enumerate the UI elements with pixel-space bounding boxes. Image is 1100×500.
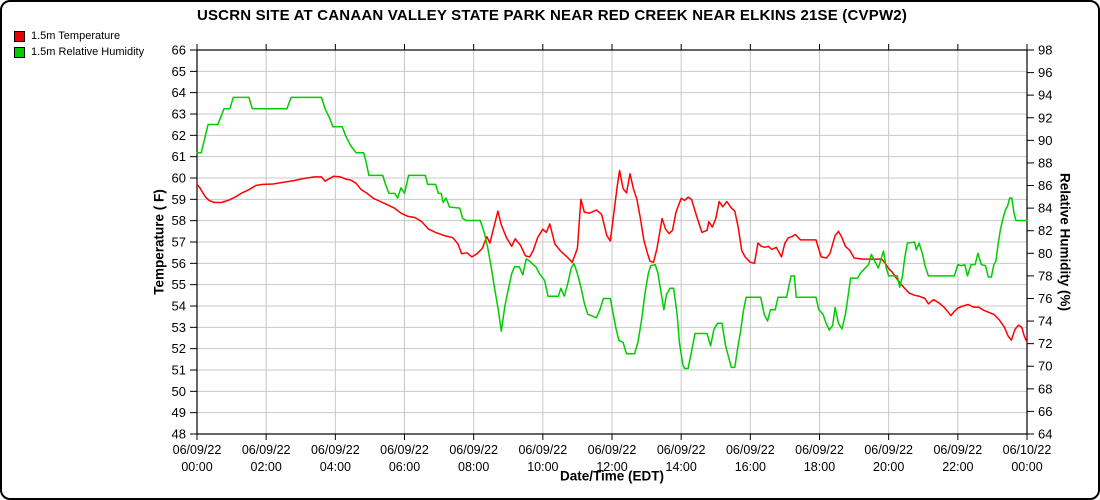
tick-label: 74 (1038, 314, 1052, 329)
tick-label: 68 (1038, 381, 1052, 396)
tick-label: 90 (1038, 133, 1052, 148)
legend-item-humidity: 1.5m Relative Humidity (14, 44, 144, 60)
tick-label: 12:00 (596, 460, 627, 474)
tick-label: 76 (1038, 291, 1052, 306)
tick-label: 58 (172, 213, 186, 228)
tick-label: 06/09/22 (173, 443, 222, 457)
tick-label: 48 (172, 427, 186, 442)
tick-label: 06/09/22 (242, 443, 291, 457)
legend-label-humidity: 1.5m Relative Humidity (31, 46, 145, 58)
tick-label: 06/09/22 (380, 443, 429, 457)
tick-label: 57 (172, 235, 186, 250)
tick-label: 70 (1038, 359, 1052, 374)
tick-label: 94 (1038, 88, 1052, 103)
tick-label: 00:00 (181, 460, 212, 474)
legend: 1.5m Temperature 1.5m Relative Humidity (14, 28, 144, 60)
tick-label: 06/09/22 (588, 443, 637, 457)
tick-label: 62 (172, 128, 186, 143)
tick-label: 04:00 (320, 460, 351, 474)
tick-label: 00:00 (1011, 460, 1042, 474)
tick-label: 55 (172, 277, 186, 292)
legend-label-temperature: 1.5m Temperature (31, 30, 121, 42)
tick-label: 65 (172, 64, 186, 79)
tick-label: 06/09/22 (726, 443, 775, 457)
tick-label: 66 (1038, 404, 1052, 419)
humidity-line (196, 96, 1028, 370)
tick-label: 72 (1038, 336, 1052, 351)
tick-label: 52 (172, 341, 186, 356)
humidity-legend-swatch-icon (14, 46, 25, 58)
tick-label: 18:00 (804, 460, 835, 474)
tick-label: 06/09/22 (518, 443, 567, 457)
tick-label: 80 (1038, 246, 1052, 261)
tick-label: 06/09/22 (795, 443, 844, 457)
tick-label: 06/09/22 (933, 443, 982, 457)
tick-label: 49 (172, 405, 186, 420)
tick-label: 66 (172, 43, 186, 58)
tick-label: 98 (1038, 43, 1052, 58)
tick-label: 06/10/22 (1003, 443, 1052, 457)
tick-label: 64 (1038, 427, 1052, 442)
tick-label: 06/09/22 (657, 443, 706, 457)
tick-label: 53 (172, 320, 186, 335)
tick-label: 16:00 (735, 460, 766, 474)
tick-label: 61 (172, 149, 186, 164)
tick-label: 86 (1038, 178, 1052, 193)
tick-label: 06/09/22 (449, 443, 498, 457)
tick-label: 14:00 (666, 460, 697, 474)
tick-label: 82 (1038, 223, 1052, 238)
tick-label: 64 (172, 85, 186, 100)
tick-label: 50 (172, 384, 186, 399)
x-axis-label: Date/Time (EDT) (559, 468, 665, 484)
tick-label: 96 (1038, 65, 1052, 80)
tick-label: 88 (1038, 155, 1052, 170)
tick-label: 08:00 (458, 460, 489, 474)
tick-label: 06/09/22 (311, 443, 360, 457)
tick-label: 06:00 (389, 460, 420, 474)
tick-label: 78 (1038, 268, 1052, 283)
tick-label: 02:00 (251, 460, 282, 474)
tick-label: 06/09/22 (864, 443, 913, 457)
tick-label: 10:00 (527, 460, 558, 474)
tick-label: 63 (172, 107, 186, 122)
tick-label: 22:00 (942, 460, 973, 474)
legend-item-temperature: 1.5m Temperature (14, 28, 144, 44)
tick-label: 51 (172, 363, 186, 378)
tick-label: 54 (172, 299, 186, 314)
chart-title: USCRN SITE AT CANAAN VALLEY STATE PARK N… (196, 7, 908, 24)
tick-label: 59 (172, 192, 186, 207)
tick-label: 56 (172, 256, 186, 271)
tick-label: 20:00 (873, 460, 904, 474)
tick-label: 60 (172, 171, 186, 186)
temperature-legend-swatch-icon (14, 30, 25, 42)
tick-label: 84 (1038, 201, 1052, 216)
tick-label: 92 (1038, 110, 1052, 125)
